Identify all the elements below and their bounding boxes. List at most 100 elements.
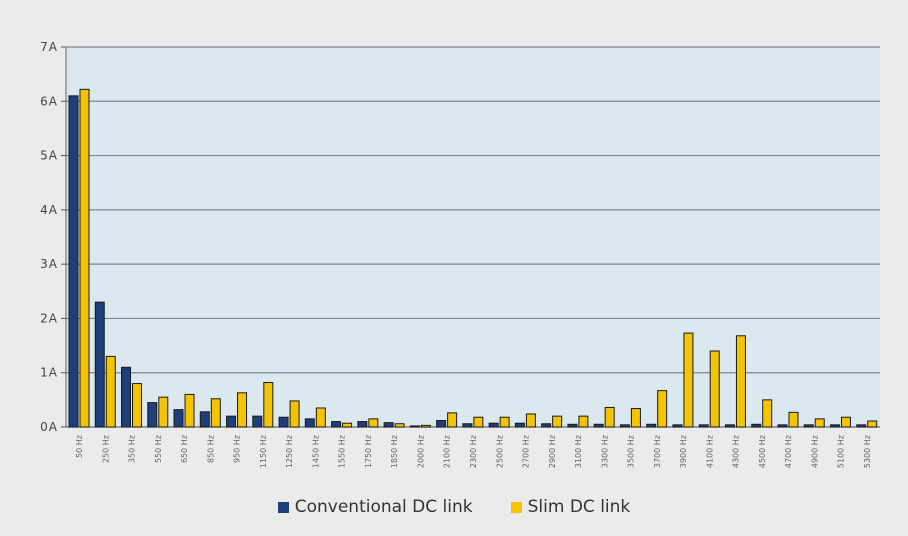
bar-conventional [672,424,683,428]
x-tick-label: 3500 Hz [627,435,636,468]
x-tick-label: 2000 Hz [416,435,425,468]
bar-conventional [488,422,499,428]
bar-slim [762,399,773,428]
x-tick-label: 2300 Hz [469,435,478,468]
legend-label-slim: Slim DC link [527,497,631,517]
y-tick-label: 6A [40,94,58,108]
bar-slim [683,332,694,428]
x-tick-label: 5300 Hz [863,435,872,468]
bar-conventional [567,423,578,428]
x-tick-label: 2100 Hz [443,435,452,468]
bar-slim [368,418,379,428]
x-tick-label: 4500 Hz [758,435,767,468]
x-tick-label: 3700 Hz [653,435,662,468]
bar-conventional [331,421,342,428]
x-tick-label: 3100 Hz [574,435,583,468]
bar-slim [289,400,300,428]
y-tick-label: 1A [40,366,58,380]
bar-conventional [226,415,237,428]
legend-label-conventional: Conventional DC link [294,497,473,517]
bar-conventional [94,301,105,428]
y-tick-label: 7A [40,40,58,54]
bar-conventional [147,402,158,428]
bar-slim [263,381,274,428]
bar-slim [184,393,195,428]
bar-slim [315,407,326,428]
bar-slim [709,350,720,428]
bar-conventional [409,425,420,428]
bar-conventional [357,421,368,428]
x-tick-label: 1550 Hz [338,435,347,468]
legend-swatch-conventional [277,501,289,513]
bar-slim [735,335,746,428]
bar-conventional [462,423,473,428]
legend-item-slim: Slim DC link [510,497,631,517]
bar-conventional [278,416,289,428]
bar-slim [473,416,484,428]
x-tick-label: 550 Hz [154,435,163,463]
bar-conventional [803,424,814,428]
legend: Conventional DC link Slim DC link [6,497,902,517]
bar-slim [237,392,248,428]
bar-conventional [383,422,394,428]
bar-conventional [541,423,552,428]
x-tick-label: 2700 Hz [522,435,531,468]
bar-conventional [304,418,315,428]
x-tick-label: 5100 Hz [837,435,846,468]
bar-conventional [829,424,840,428]
bar-conventional [173,409,184,428]
x-tick-label: 850 Hz [206,435,215,463]
x-tick-label: 1850 Hz [390,435,399,468]
y-tick-label: 0A [40,420,58,434]
x-tick-label: 4100 Hz [705,435,714,468]
y-tick-label: 2A [40,311,58,325]
bar-conventional [751,423,762,428]
bar-slim [210,398,221,428]
plot-area [66,47,880,427]
bar-slim [499,416,510,428]
x-tick-label: 350 Hz [128,435,137,463]
bar-slim [630,408,641,428]
bar-conventional [199,411,210,428]
x-tick-label: 3900 Hz [679,435,688,468]
chart-frame: 0A 1A 2A 3A 4A 5A 6A 7A 50 Hz 250 Hz 350 Hz 550 Hz 6… [6,7,902,529]
x-tick-label: 3300 Hz [600,435,609,468]
y-tick-label: 3A [40,257,58,271]
bar-conventional [619,424,630,428]
x-tick-label: 4900 Hz [810,435,819,468]
bar-conventional [593,423,604,428]
x-tick-label: 1150 Hz [259,435,268,468]
bar-conventional [724,424,735,428]
bar-slim [158,396,169,428]
bar-slim [788,411,799,428]
bar-slim [132,383,143,428]
bar-slim [840,416,851,428]
bar-slim [342,422,353,428]
x-tick-label: 650 Hz [180,435,189,463]
x-tick-label: 4700 Hz [784,435,793,468]
bar-conventional [121,366,132,428]
bar-slim [447,412,458,428]
bar-slim [867,420,878,428]
bar-conventional [68,95,79,428]
bar-chart: 0A 1A 2A 3A 4A 5A 6A 7A 50 Hz 250 Hz 350 Hz 550 Hz 6… [40,40,880,468]
x-tick-label: 4300 Hz [732,435,741,468]
bar-slim [657,390,668,428]
x-tick-label: 1250 Hz [285,435,294,468]
x-tick-label: 50 Hz [75,435,84,458]
legend-swatch-slim [510,501,522,513]
x-tick-label: 2500 Hz [495,435,504,468]
y-tick-label: 4A [40,203,58,217]
y-tick-label: 5A [40,149,58,163]
bar-slim [394,423,405,428]
bar-slim [525,413,536,428]
bar-conventional [698,424,709,428]
x-tick-label: 2900 Hz [548,435,557,468]
bar-slim [420,424,431,428]
bar-slim [552,415,563,428]
x-tick-label: 950 Hz [233,435,242,463]
bar-conventional [252,415,263,428]
bar-slim [814,418,825,428]
bar-conventional [777,424,788,428]
bar-slim [578,415,589,428]
